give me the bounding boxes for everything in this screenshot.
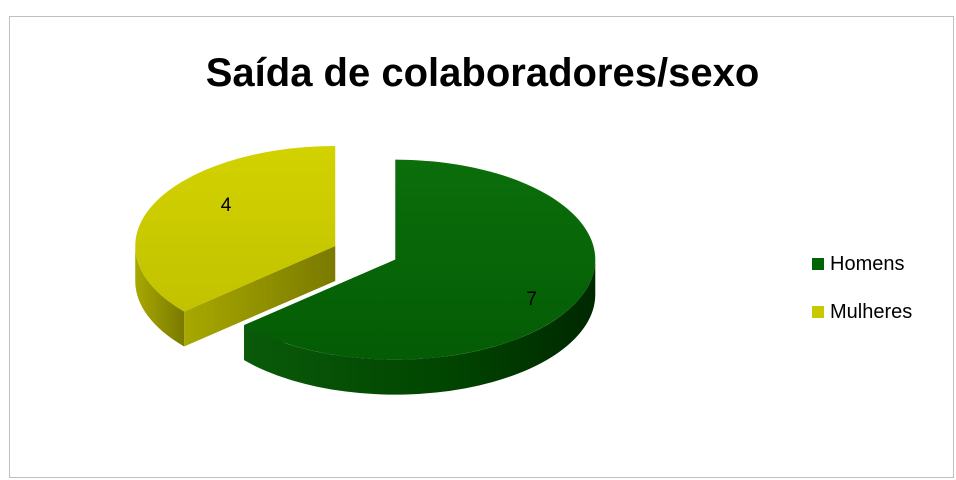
legend-label-mulheres: Mulheres [830,300,913,323]
pie-slice-homens [244,159,596,360]
legend-swatch-mulheres [812,306,824,318]
legend: Homens Mulheres [812,252,912,348]
legend-label-homens: Homens [830,252,905,275]
chart-title: Saída de colaboradores/sexo [205,51,760,95]
legend-entry-mulheres: Mulheres [812,300,912,324]
pie-slice-mulheres-side [135,245,185,347]
legend-entry-homens: Homens [812,252,912,276]
pie-slice-homens-side [244,259,596,395]
data-label-homens: 7 [526,289,537,310]
data-label-mulheres: 4 [221,195,232,216]
pie-slice-mulheres-wall [184,245,336,347]
pie-slice-mulheres [135,145,336,312]
legend-swatch-homens [812,258,824,270]
